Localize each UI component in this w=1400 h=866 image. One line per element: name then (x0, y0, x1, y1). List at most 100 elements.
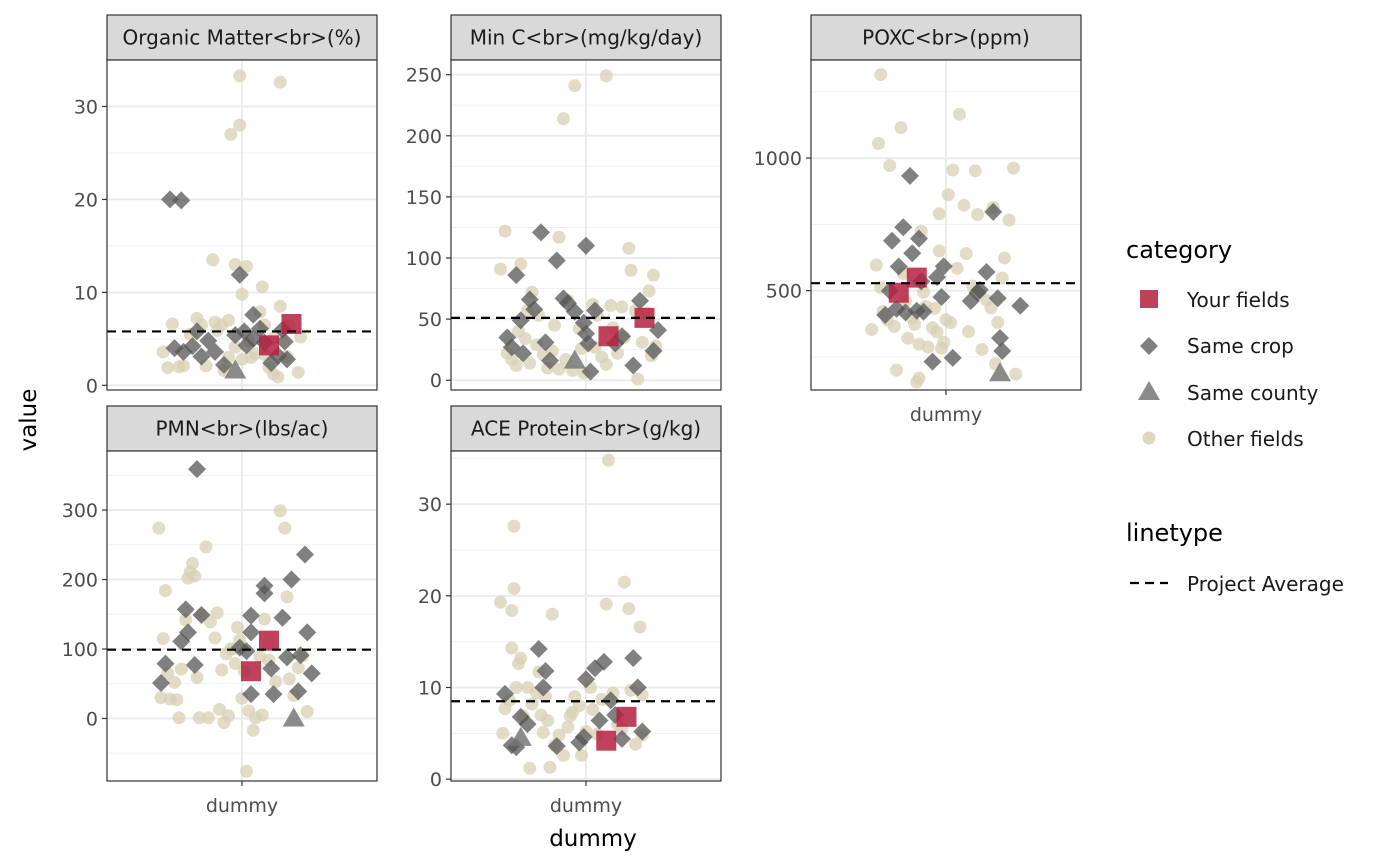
point-other-fields (561, 720, 575, 734)
point-same-crop (152, 674, 170, 693)
point-your-fields (259, 630, 279, 651)
y-tick-label-pmn: 100 (62, 639, 98, 661)
y-tick-label-minc: 200 (406, 126, 442, 148)
point-other-fields (944, 316, 957, 330)
point-your-fields (616, 706, 637, 727)
point-other-fields (156, 632, 170, 646)
point-other-fields (968, 164, 982, 178)
point-other-fields (269, 675, 283, 689)
point-same-crop (188, 460, 206, 479)
x-tick-label-ace: dummy (550, 795, 622, 817)
point-other-fields (602, 453, 615, 467)
point-same-crop (161, 190, 179, 209)
point-same-crop (977, 263, 996, 282)
point-same-crop (192, 605, 211, 624)
point-other-fields (505, 641, 519, 655)
point-other-fields (617, 575, 631, 589)
point-other-fields (901, 331, 915, 345)
point-other-fields (932, 207, 946, 221)
point-other-fields (498, 224, 512, 238)
point-other-fields (953, 107, 966, 121)
point-other-fields (615, 300, 629, 314)
x-tick-label-poxc: dummy (910, 404, 982, 426)
point-other-fields (233, 118, 247, 132)
point-same-county (989, 362, 1011, 382)
point-other-fields (912, 371, 926, 385)
point-other-fields (170, 693, 184, 707)
point-other-fields (557, 748, 570, 762)
y-tick-label-ace: 20 (418, 586, 442, 608)
point-same-crop (298, 623, 317, 642)
point-other-fields (507, 582, 521, 595)
point-other-fields (941, 188, 955, 202)
point-other-fields (258, 612, 271, 626)
y-tick-label-poxc: 500 (766, 281, 802, 303)
facet-strip-label-pmn: PMN<br>(lbs/ac) (156, 417, 329, 441)
point-same-crop (282, 570, 301, 589)
point-same-crop (579, 334, 598, 353)
point-same-crop (631, 291, 649, 310)
point-other-fields (496, 726, 510, 740)
point-same-crop (624, 356, 643, 375)
point-other-fields (233, 69, 247, 83)
point-other-fields (962, 325, 975, 339)
point-other-fields (1007, 161, 1020, 175)
point-other-fields (887, 319, 901, 333)
point-other-fields (959, 246, 973, 260)
point-other-fields (599, 597, 613, 611)
point-same-crop (903, 244, 922, 263)
point-other-fields (235, 287, 249, 301)
legend-label-project-average: Project Average (1187, 572, 1344, 596)
x-tick-label-pmn: dummy (206, 795, 278, 817)
y-tick-label-minc: 100 (406, 248, 442, 270)
point-other-fields (937, 335, 951, 349)
point-other-fields (971, 208, 984, 222)
point-same-crop (910, 229, 928, 248)
legend-item-same-county: Same county (1138, 381, 1319, 405)
point-other-fields (1002, 213, 1016, 227)
facet-strip-label-poxc: POXC<br>(ppm) (862, 26, 1030, 50)
point-other-fields (168, 675, 181, 689)
point-other-fields (206, 253, 220, 267)
y-axis-title: value (16, 389, 42, 452)
point-same-crop (565, 302, 584, 321)
facet-strip-label-om: Organic Matter<br>(%) (123, 26, 362, 50)
point-other-fields (271, 370, 285, 384)
point-your-fields (598, 326, 619, 347)
point-other-fields (179, 613, 193, 627)
point-other-fields (172, 711, 186, 725)
point-other-fields (572, 699, 586, 713)
point-other-fields (890, 363, 903, 377)
point-same-crop (934, 257, 953, 276)
point-your-fields (281, 314, 302, 334)
point-other-fields (552, 230, 566, 244)
point-other-fields (604, 299, 618, 313)
point-other-fields (494, 262, 507, 276)
point-same-crop (262, 659, 281, 678)
point-same-crop (894, 218, 913, 237)
point-same-crop (984, 202, 1003, 221)
point-other-fields (240, 764, 253, 778)
point-other-fields (908, 317, 921, 331)
facet-ace: ACE Protein<br>(g/kg) 0 10 20 30 dummy (418, 405, 722, 817)
facet-strip-poxc (810, 14, 1082, 61)
point-same-crop (278, 350, 296, 369)
y-tick-label-om: 0 (86, 375, 98, 397)
point-same-crop (156, 654, 175, 673)
point-same-crop (532, 223, 550, 242)
point-same-crop (601, 691, 620, 710)
point-same-crop (273, 608, 292, 627)
point-other-fields (998, 251, 1011, 265)
point-other-fields (991, 315, 1005, 329)
point-your-fields (596, 730, 617, 751)
point-other-fields (523, 356, 537, 370)
point-other-fields (228, 657, 242, 671)
y-tick-label-minc: 50 (418, 309, 442, 331)
legend: category Your fields Same crop Same coun… (1126, 236, 1344, 596)
point-other-fields (505, 604, 519, 617)
point-same-crop (547, 251, 566, 270)
point-other-fields (568, 79, 582, 93)
point-same-crop (943, 348, 962, 367)
y-tick-label-poxc: 1000 (754, 148, 802, 170)
point-same-crop (179, 623, 197, 642)
